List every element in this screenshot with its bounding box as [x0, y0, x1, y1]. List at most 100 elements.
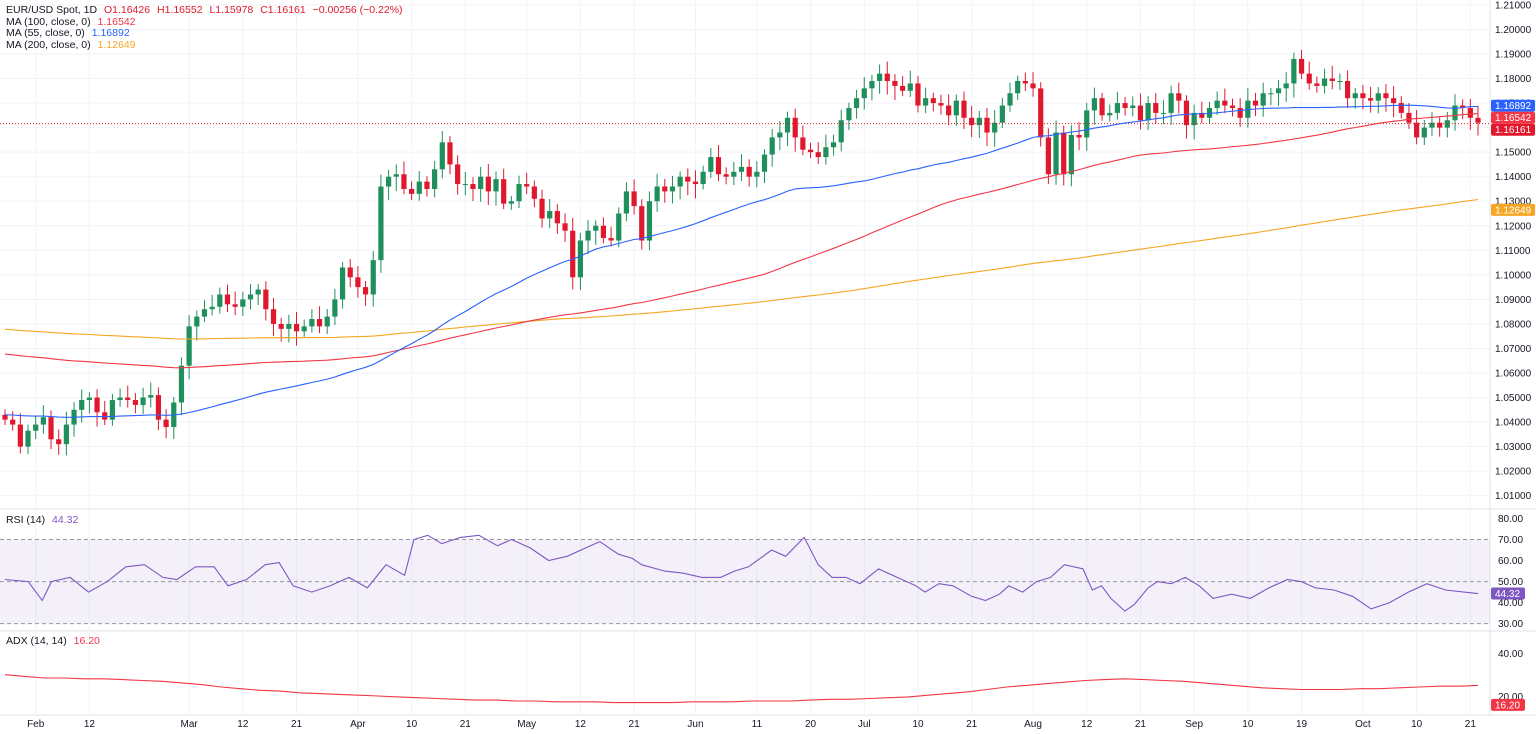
candle-body	[109, 400, 116, 420]
candle-body	[1414, 122, 1420, 138]
candle-body	[324, 316, 330, 327]
price-badge	[1491, 111, 1535, 124]
adx-badge	[1491, 698, 1525, 711]
candle-body	[102, 412, 108, 420]
candle-body	[485, 176, 491, 192]
candle-body	[1214, 100, 1220, 108]
candle-body	[984, 117, 990, 133]
time-tick-label: Sep	[1185, 719, 1203, 730]
candle-body	[1114, 103, 1121, 113]
candle-body	[255, 289, 261, 295]
candle-body	[654, 186, 660, 202]
price-tick-label: 1.05000	[1495, 393, 1532, 404]
candle-body	[1122, 103, 1128, 108]
price-tick-label: 1.12000	[1495, 221, 1532, 232]
candle-body	[316, 319, 323, 327]
ma55-value: 1.16892	[91, 27, 130, 39]
candle-body	[861, 88, 867, 99]
time-tick-label: 19	[1296, 719, 1308, 730]
time-tick-label: 21	[460, 719, 472, 730]
price-tick-label: 1.01000	[1495, 491, 1532, 502]
time-tick-label: 21	[291, 719, 303, 730]
price-tick-label: 1.14000	[1495, 172, 1532, 183]
candle-body	[1437, 122, 1443, 128]
candle-body	[1367, 98, 1374, 101]
ma55-legend-row: MA (55, close, 0) 1.16892	[6, 27, 407, 40]
price-tick-label: 1.02000	[1495, 467, 1532, 478]
candle-body	[930, 98, 936, 104]
rsi-label: RSI (14)	[6, 514, 46, 526]
price-badge-label: 1.12649	[1495, 205, 1532, 216]
candle-body	[79, 400, 85, 410]
candle-body	[754, 171, 760, 177]
candle-body	[278, 323, 284, 329]
candle-body	[792, 117, 798, 138]
candle-body	[455, 164, 461, 185]
adx-legend: ADX (14, 14) 16.20	[6, 635, 104, 648]
ma200-value: 1.12649	[97, 38, 136, 51]
candle-body	[761, 154, 768, 172]
price-tick-label: 1.09000	[1495, 295, 1532, 306]
candle-body	[646, 201, 653, 241]
candle-body	[309, 319, 315, 327]
candle-body	[209, 306, 215, 310]
ma55-line	[4, 104, 1479, 418]
candle-body	[2, 414, 8, 420]
time-tick-label: 20	[805, 719, 817, 730]
candle-body	[1314, 83, 1320, 86]
price-tick-label: 1.06000	[1495, 369, 1532, 380]
candle-body	[10, 419, 16, 425]
candle-body	[1229, 105, 1236, 108]
candle-body	[700, 171, 706, 185]
time-tick-label: Aug	[1024, 719, 1042, 730]
candle-body	[900, 85, 906, 91]
candle-body	[1429, 122, 1435, 128]
candle-body	[823, 147, 829, 158]
candle-body	[669, 186, 676, 192]
candle-body	[593, 225, 599, 231]
ma100-legend-row: MA (100, close, 0) 1.16542	[6, 15, 407, 29]
ma100-value: 1.16542	[97, 15, 136, 28]
candle-body	[56, 439, 62, 445]
candle-body	[148, 395, 154, 398]
candle-body	[1360, 93, 1366, 99]
candle-body	[1137, 105, 1144, 121]
candle-body	[447, 142, 453, 165]
candle-body	[1068, 134, 1074, 175]
price-tick-label: 1.21000	[1495, 0, 1532, 11]
price-badge-label: 1.16892	[1495, 101, 1532, 112]
candle-body	[355, 277, 361, 288]
candle-body	[784, 117, 791, 133]
candle-body	[961, 100, 967, 118]
price-tick-label: 1.15000	[1495, 148, 1532, 159]
candle-body	[86, 397, 92, 401]
time-tick-label: Mar	[181, 719, 199, 730]
candle-body	[1191, 112, 1197, 126]
candle-body	[769, 137, 775, 155]
candle-body	[639, 206, 645, 241]
close-value: C1.16161	[260, 4, 306, 16]
price-badge	[1491, 203, 1535, 216]
rsi-tick-label: 40.00	[1498, 598, 1523, 609]
adx-badge-label: 16.20	[1495, 700, 1520, 711]
time-tick-label: 12	[84, 719, 96, 730]
candle-body	[554, 211, 560, 224]
candle-body	[1199, 112, 1205, 118]
candle-body	[723, 174, 729, 177]
time-axis: Feb 12 Mar 12 21 Apr 10 21 May 12 21 Jun 11 20 Jul 10 21…	[27, 719, 1476, 730]
candle-body	[807, 149, 814, 153]
candle-body	[892, 80, 898, 86]
candle-body	[48, 417, 54, 440]
candle-body	[715, 157, 722, 175]
candle-body	[1252, 100, 1259, 106]
candle-body	[876, 73, 883, 81]
candle-body	[923, 98, 929, 106]
candle-body	[1160, 112, 1167, 114]
rsi-badge-label: 44.32	[1495, 589, 1520, 600]
candle-body	[1076, 134, 1082, 138]
candle-body	[777, 132, 783, 138]
candle-body	[508, 201, 514, 204]
